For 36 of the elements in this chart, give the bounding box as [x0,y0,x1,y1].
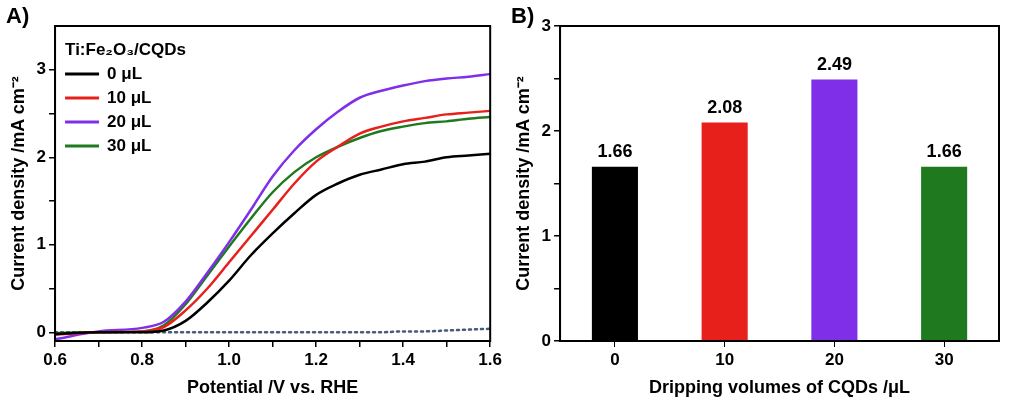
x-axis-title: Dripping volumes of CQDs /μL [649,377,911,398]
y-axis-title: Current density /mA cm⁻² [7,76,28,291]
x-tick-label: 1.6 [478,349,502,369]
y-tick-label: 0 [36,321,47,341]
y-tick-label: 1 [541,225,552,245]
y-axis-title: Current density /mA cm⁻² [512,76,533,291]
x-tick-label: 0.6 [43,349,67,369]
data-label: 1.66 [926,140,962,161]
legend-title: Ti:Fe₂O₃/CQDs [65,39,186,59]
x-tick-label: 1.0 [217,349,241,369]
chart-title: B) [511,3,535,29]
legend-label: 10 μL [107,87,152,107]
legend-label: 30 μL [107,135,152,155]
bar [921,166,968,341]
x-tick-label: 0.8 [130,349,154,369]
data-label: 1.66 [597,140,633,161]
y-tick-label: 2 [36,146,47,166]
y-tick-label: 2 [541,120,552,140]
y-tick-label: 1 [36,234,47,254]
bar [811,79,858,341]
legend-label: 20 μL [107,111,152,131]
x-tick-label: 1.2 [304,349,328,369]
x-tick-label: 10 [715,349,735,369]
bar [701,122,748,341]
chart-title: A) [6,3,30,29]
legend-label: 0 μL [107,63,143,83]
x-tick-label: 1.4 [391,349,416,369]
data-label: 2.49 [816,53,852,74]
data-label: 2.08 [707,96,743,117]
y-tick-label: 3 [541,15,552,35]
x-tick-label: 0 [610,349,620,369]
y-tick-label: 3 [36,59,47,79]
y-tick-label: 0 [541,330,552,350]
x-tick-label: 20 [824,349,844,369]
x-tick-label: 30 [934,349,954,369]
x-axis-title: Potential /V vs. RHE [187,377,359,398]
